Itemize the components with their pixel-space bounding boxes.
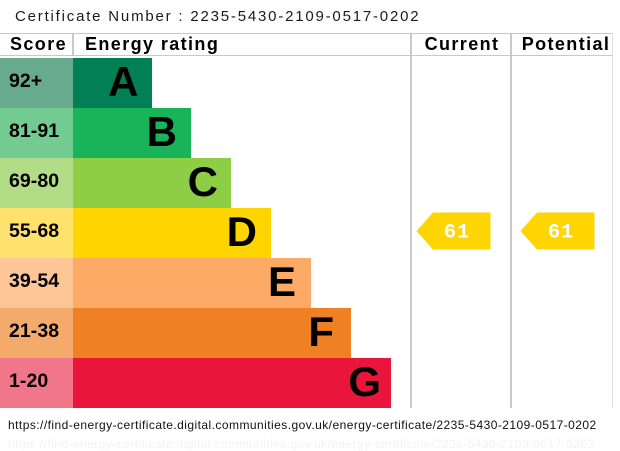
svg-text:61: 61 [548, 222, 574, 245]
svg-text:61: 61 [444, 222, 470, 245]
